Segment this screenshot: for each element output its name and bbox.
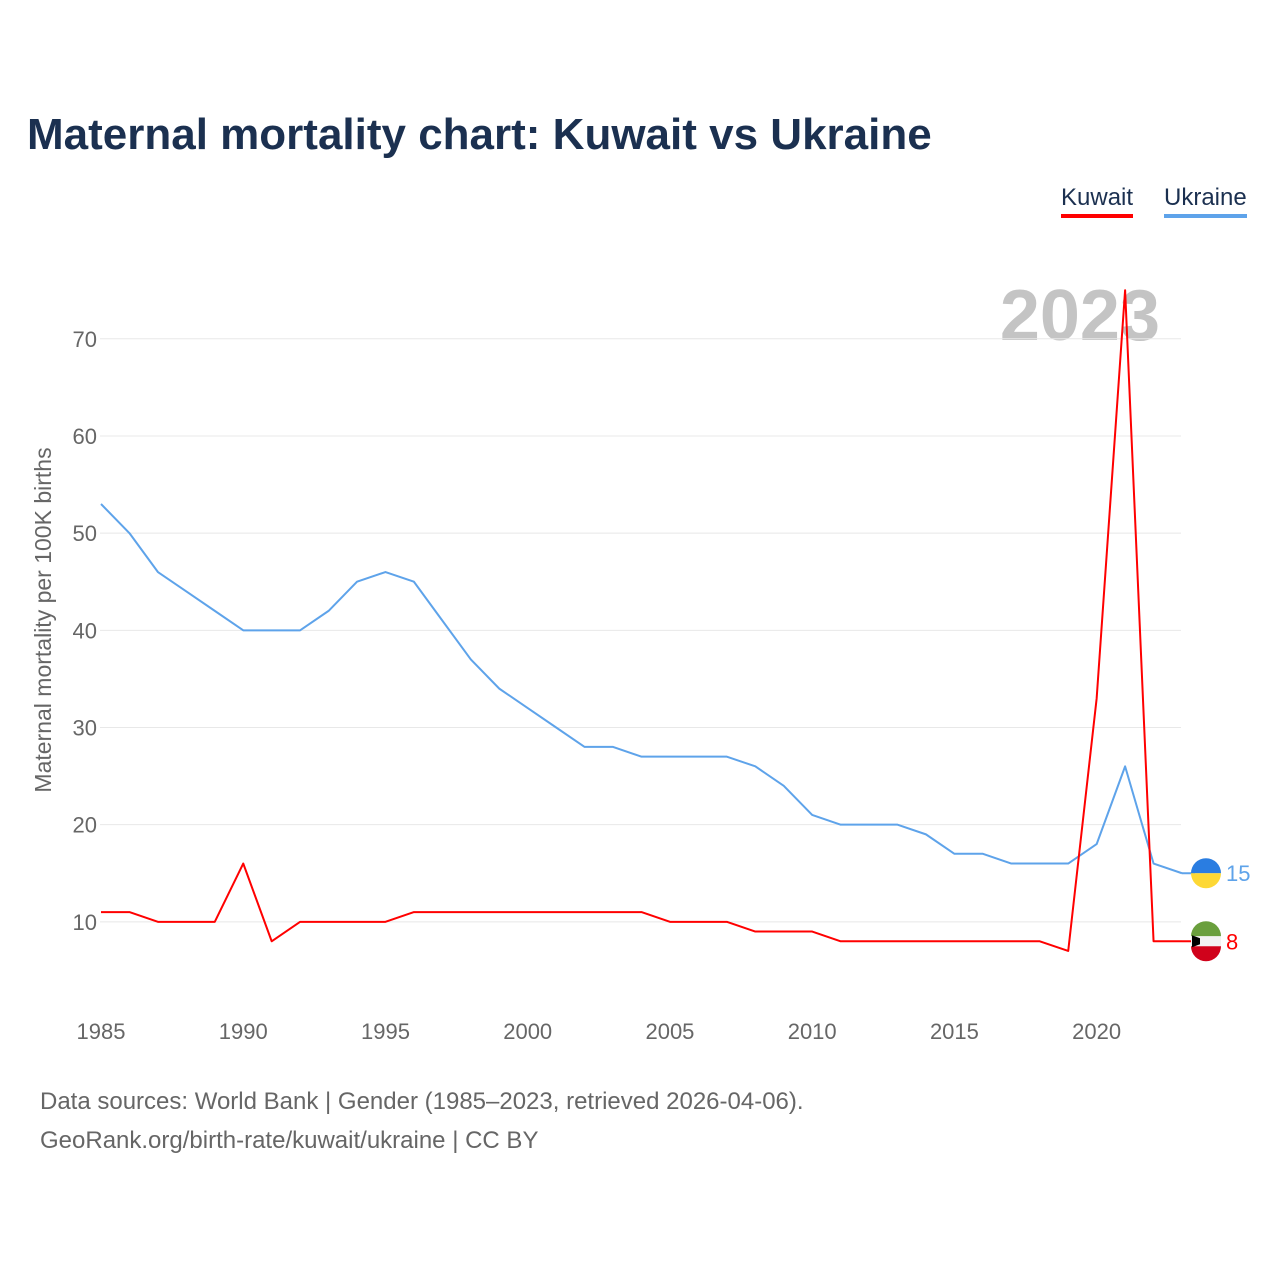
legend-ukraine[interactable]: Ukraine [1164, 184, 1247, 218]
source-note: Data sources: World Bank | Gender (1985–… [40, 1088, 804, 1115]
y-tick-label: 60 [73, 424, 97, 449]
x-tick-label: 2015 [930, 1019, 979, 1044]
y-tick-label: 50 [73, 521, 97, 546]
year-watermark: 2023 [1000, 276, 1160, 356]
flag-ukraine-icon [1191, 858, 1221, 874]
x-tick-label: 1985 [77, 1019, 126, 1044]
flag-kuwait-icon [1191, 946, 1221, 962]
flag-kuwait-icon [1191, 936, 1221, 947]
end-value-label: 15 [1226, 861, 1250, 886]
source-url[interactable]: GeoRank.org/birth-rate/kuwait/ukraine | … [40, 1127, 539, 1154]
x-tick-label: 2020 [1072, 1019, 1121, 1044]
y-tick-label: 40 [73, 618, 97, 643]
x-tick-label: 2010 [788, 1019, 837, 1044]
y-axis-label: Maternal mortality per 100K births [30, 447, 56, 792]
x-tick-label: 2005 [645, 1019, 694, 1044]
flag-ukraine-icon [1191, 873, 1221, 889]
flag-kuwait-icon [1191, 921, 1221, 937]
y-tick-label: 20 [73, 813, 97, 838]
y-tick-label: 70 [73, 327, 97, 352]
y-tick-label: 30 [73, 715, 97, 740]
chart-title: Maternal mortality chart: Kuwait vs Ukra… [27, 110, 932, 159]
x-tick-label: 1990 [219, 1019, 268, 1044]
series-line-ukraine [100, 503, 1183, 875]
series-line-kuwait [101, 289, 1182, 952]
flag-kuwait-icon [1192, 935, 1200, 948]
x-tick-label: 2000 [503, 1019, 552, 1044]
y-tick-label: 10 [73, 910, 97, 935]
legend-kuwait[interactable]: Kuwait [1061, 184, 1134, 218]
end-value-label: 8 [1226, 929, 1238, 954]
x-tick-label: 1995 [361, 1019, 410, 1044]
